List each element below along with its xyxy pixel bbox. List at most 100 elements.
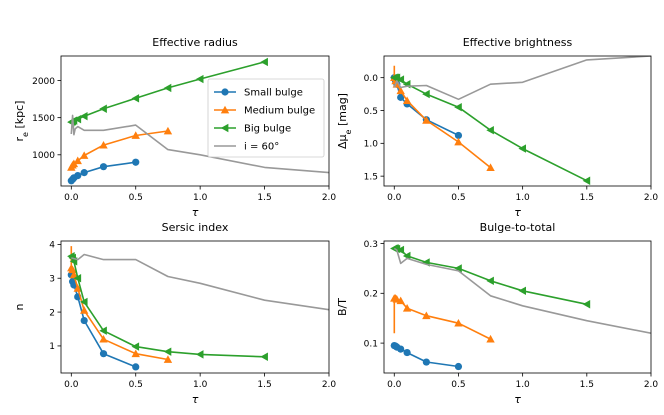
legend: Small bulge Medium bulge Big bulge i = 60°	[207, 78, 325, 158]
data-point	[79, 111, 88, 121]
data-point	[74, 172, 82, 180]
data-point	[403, 348, 411, 357]
data-point	[195, 350, 204, 359]
series-line-4	[71, 253, 329, 311]
y-tick-label: 0.0	[364, 74, 379, 84]
x-tick-label: 2.0	[644, 380, 659, 390]
chart-panel-4: Bulge-to-total 0.0 0.5 1.0 1.5 2.0 0.1 0.2 0.3 τ B…	[336, 221, 658, 406]
data-point	[132, 158, 140, 166]
data-point	[99, 334, 108, 343]
legend-label: Big bulge	[244, 124, 291, 135]
x-tick-label: 1.5	[580, 193, 594, 203]
legend-label: Medium bulge	[244, 106, 315, 117]
data-point	[73, 156, 82, 165]
data-point	[518, 286, 526, 296]
y-tick-label: 0.5	[364, 107, 378, 117]
axes-frame	[383, 55, 652, 187]
x-tick-label: 1.5	[257, 380, 271, 390]
x-axis-label: τ	[192, 206, 199, 219]
x-tick-label: 0.5	[451, 193, 465, 203]
data-point	[163, 126, 173, 135]
x-tick-label: 0.0	[387, 193, 402, 203]
x-axis-label: τ	[192, 393, 199, 406]
x-tick-label: 2.0	[322, 380, 337, 390]
data-point	[99, 350, 108, 358]
data-point	[99, 104, 107, 113]
data-point	[79, 306, 89, 314]
data-point	[260, 352, 268, 361]
data-point	[131, 94, 140, 103]
data-point	[131, 131, 140, 139]
data-point	[454, 103, 462, 112]
x-axis-label: τ	[514, 206, 521, 219]
data-point	[518, 144, 526, 153]
data-point	[486, 163, 495, 171]
chart-title: Effective radius	[152, 36, 238, 49]
data-point	[73, 274, 82, 283]
data-point	[454, 131, 463, 140]
data-point	[582, 176, 591, 185]
series-line-4	[393, 247, 651, 334]
y-axis-label: Δμe [mag]	[336, 93, 353, 149]
data-point	[68, 265, 77, 274]
chart-panel-2: Effective brightness 0.0 0.5 1.0 1.5 2.0 0.0 0.…	[336, 36, 658, 219]
series-line-4	[393, 56, 651, 101]
data-point	[163, 355, 173, 363]
x-tick-label: 1.0	[193, 193, 208, 203]
data-point	[73, 284, 82, 292]
x-tick-label: 0.0	[64, 193, 79, 203]
data-point	[454, 362, 463, 371]
data-point	[402, 96, 412, 105]
y-tick-label: 0.2	[364, 290, 378, 300]
y-tick-label: 4	[49, 241, 55, 251]
data-point	[454, 137, 463, 146]
series-line-2	[393, 297, 491, 340]
data-point	[195, 74, 204, 84]
chart-title: Bulge-to-total	[480, 221, 556, 234]
data-point	[79, 297, 88, 307]
legend-box	[207, 78, 325, 158]
x-tick-label: 1.5	[257, 193, 271, 203]
x-tick-label: 1.0	[515, 193, 530, 203]
data-point	[132, 363, 140, 371]
data-point	[486, 334, 495, 343]
data-point	[422, 311, 431, 320]
series-group	[67, 246, 329, 371]
series-line-2	[70, 130, 169, 168]
data-point	[69, 159, 79, 168]
x-tick-label: 0.5	[129, 380, 143, 390]
chart-title: Effective brightness	[463, 36, 573, 49]
data-point	[454, 318, 463, 327]
y-tick-label: 1.0	[364, 140, 379, 150]
y-tick-label: 0.1	[364, 339, 378, 349]
data-point	[422, 358, 430, 366]
data-point	[163, 83, 172, 93]
x-tick-label: 1.0	[193, 380, 208, 390]
data-point	[454, 264, 462, 273]
x-tick-label: 2.0	[644, 193, 659, 203]
y-tick-label: 3	[49, 275, 55, 285]
data-point	[80, 316, 88, 325]
data-point	[422, 116, 431, 124]
x-axis-label: τ	[514, 393, 521, 406]
x-tick-label: 0.5	[451, 380, 465, 390]
data-point	[99, 140, 108, 149]
data-point	[396, 86, 405, 95]
data-point	[80, 169, 88, 177]
data-point	[69, 270, 79, 279]
axes-frame	[383, 240, 652, 374]
y-tick-label: 2	[49, 308, 55, 318]
x-tick-label: 2.0	[322, 193, 337, 203]
x-tick-label: 1.0	[515, 380, 530, 390]
y-tick-label: 1.5	[364, 172, 378, 182]
data-point	[99, 163, 108, 171]
legend-marker	[221, 88, 229, 96]
data-point	[397, 345, 405, 353]
axes-frame	[60, 55, 330, 187]
y-tick-label: 2000	[32, 77, 55, 87]
legend-label: Small bulge	[244, 88, 303, 99]
series-group	[390, 244, 651, 371]
data-point	[396, 75, 405, 84]
data-point	[131, 349, 140, 358]
